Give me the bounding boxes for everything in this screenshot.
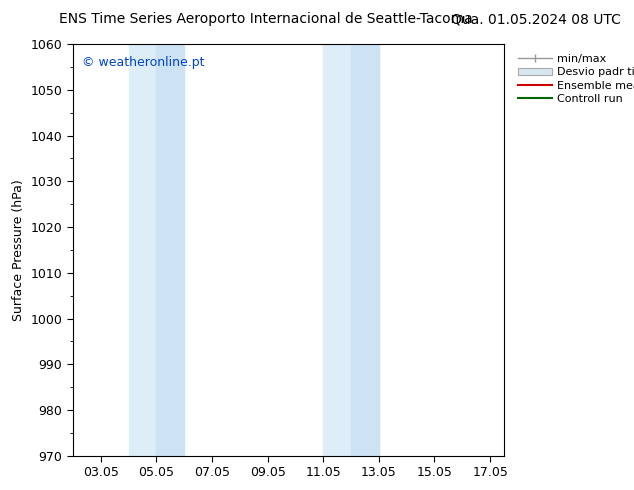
Bar bbox=[157, 44, 184, 456]
Bar bbox=[129, 44, 157, 456]
Bar bbox=[323, 44, 351, 456]
Bar bbox=[351, 44, 379, 456]
Text: ENS Time Series Aeroporto Internacional de Seattle-Tacoma: ENS Time Series Aeroporto Internacional … bbox=[60, 12, 473, 26]
Text: Qua. 01.05.2024 08 UTC: Qua. 01.05.2024 08 UTC bbox=[451, 12, 621, 26]
Text: © weatheronline.pt: © weatheronline.pt bbox=[82, 56, 204, 70]
Legend: min/max, Desvio padr tilde;o, Ensemble mean run, Controll run: min/max, Desvio padr tilde;o, Ensemble m… bbox=[514, 49, 634, 109]
Y-axis label: Surface Pressure (hPa): Surface Pressure (hPa) bbox=[12, 179, 25, 321]
